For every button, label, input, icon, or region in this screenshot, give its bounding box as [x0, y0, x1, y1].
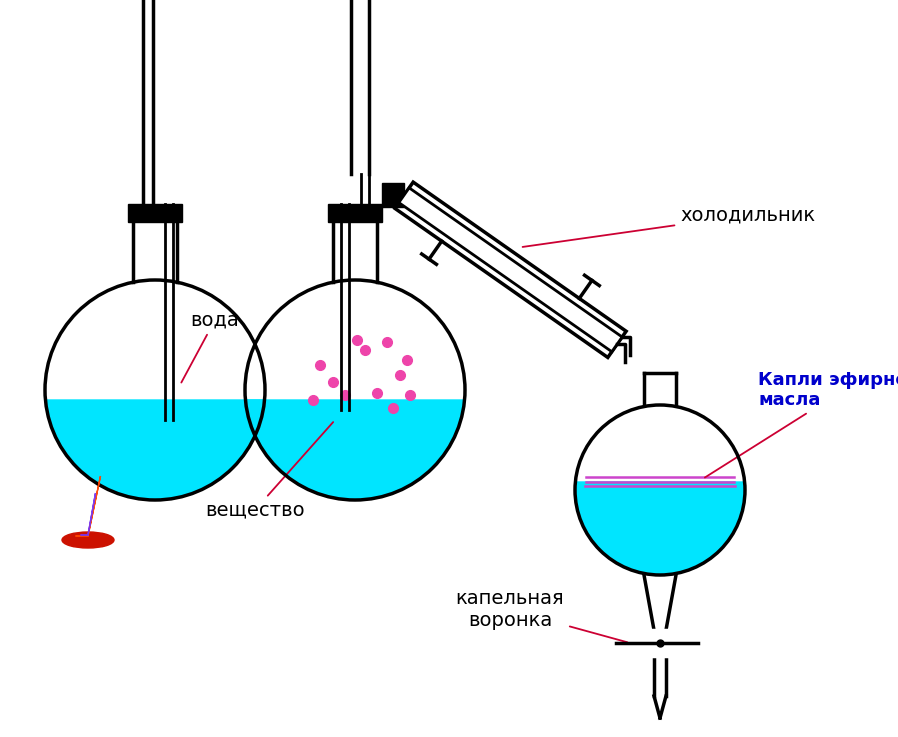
Bar — [128, 204, 182, 223]
Polygon shape — [575, 482, 745, 575]
Text: вода: вода — [181, 310, 240, 383]
Bar — [648, 630, 672, 656]
Text: Капли эфирного
масла: Капли эфирного масла — [705, 371, 898, 478]
Polygon shape — [245, 400, 464, 500]
Polygon shape — [81, 493, 95, 535]
Text: вещество: вещество — [205, 422, 333, 520]
Polygon shape — [395, 182, 626, 357]
Bar — [328, 204, 382, 223]
Polygon shape — [46, 400, 265, 500]
Text: холодильник: холодильник — [523, 206, 815, 247]
Polygon shape — [75, 476, 101, 536]
Polygon shape — [399, 188, 622, 352]
Text: капельная
воронка: капельная воронка — [455, 590, 628, 642]
Bar — [382, 184, 404, 207]
Ellipse shape — [62, 532, 114, 548]
